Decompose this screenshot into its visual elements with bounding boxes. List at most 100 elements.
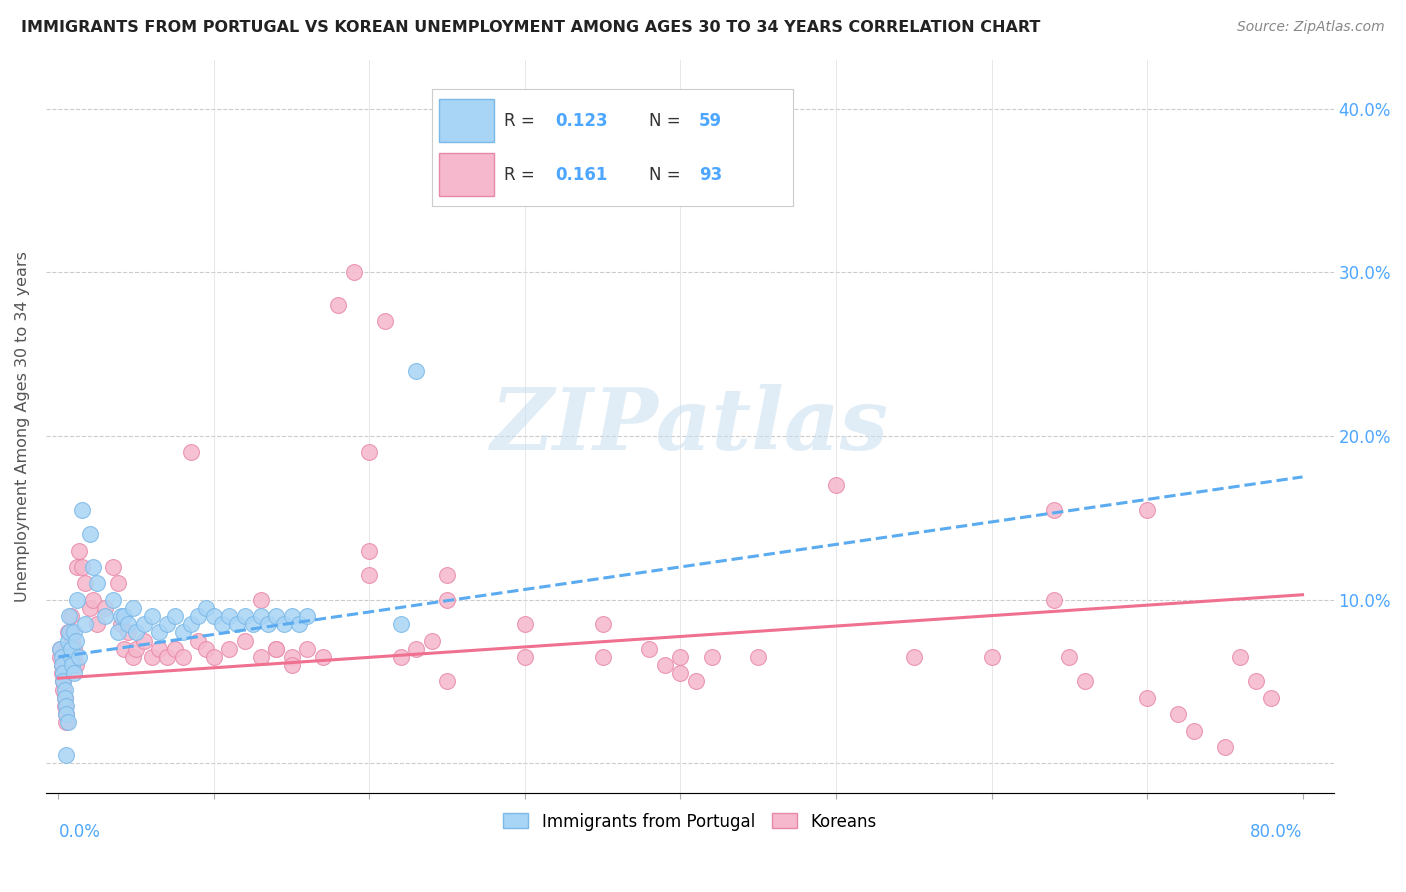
Koreans xyxy=(187,633,209,648)
Immigrants from Portugal xyxy=(86,576,108,591)
Koreans xyxy=(141,649,163,664)
Koreans xyxy=(264,641,287,656)
Koreans xyxy=(389,649,412,664)
Koreans xyxy=(343,265,366,279)
Koreans xyxy=(86,617,108,632)
Immigrants from Portugal xyxy=(195,600,218,615)
Immigrants from Portugal xyxy=(389,617,412,632)
Koreans xyxy=(420,633,443,648)
Koreans xyxy=(669,649,692,664)
Immigrants from Portugal xyxy=(242,617,264,632)
Koreans xyxy=(359,543,381,558)
Immigrants from Portugal xyxy=(107,625,129,640)
Immigrants from Portugal xyxy=(52,666,75,681)
Koreans xyxy=(112,641,135,656)
Koreans xyxy=(1042,592,1064,607)
Koreans xyxy=(312,649,335,664)
Koreans xyxy=(1182,723,1205,738)
Immigrants from Portugal xyxy=(59,649,82,664)
Immigrants from Portugal xyxy=(82,560,104,574)
Immigrants from Portugal xyxy=(101,592,124,607)
Koreans xyxy=(825,478,848,492)
Immigrants from Portugal xyxy=(112,609,135,624)
Koreans xyxy=(49,649,72,664)
Koreans xyxy=(280,658,302,673)
Koreans xyxy=(156,649,179,664)
Koreans xyxy=(218,641,240,656)
Koreans xyxy=(405,641,427,656)
Immigrants from Portugal xyxy=(156,617,179,632)
Immigrants from Portugal xyxy=(56,715,79,730)
Koreans xyxy=(165,641,187,656)
Koreans xyxy=(249,649,271,664)
Immigrants from Portugal xyxy=(257,617,280,632)
Koreans xyxy=(1136,690,1159,705)
Koreans xyxy=(132,633,155,648)
Immigrants from Portugal xyxy=(55,748,77,763)
Immigrants from Portugal xyxy=(58,609,80,624)
Koreans xyxy=(101,560,124,574)
Koreans xyxy=(1074,674,1097,689)
Koreans xyxy=(79,600,101,615)
Koreans xyxy=(359,445,381,459)
Koreans xyxy=(280,649,302,664)
Koreans xyxy=(1229,649,1251,664)
Koreans xyxy=(1057,649,1080,664)
Immigrants from Portugal xyxy=(55,707,77,722)
Koreans xyxy=(513,617,536,632)
Koreans xyxy=(53,699,76,714)
Koreans xyxy=(436,568,458,582)
Koreans xyxy=(513,649,536,664)
Koreans xyxy=(94,600,117,615)
Koreans xyxy=(374,314,396,328)
Immigrants from Portugal xyxy=(53,682,76,697)
Koreans xyxy=(52,674,75,689)
Immigrants from Portugal xyxy=(66,592,89,607)
Koreans xyxy=(56,625,79,640)
Immigrants from Portugal xyxy=(172,625,194,640)
Koreans xyxy=(233,633,256,648)
Koreans xyxy=(51,666,73,681)
Immigrants from Portugal xyxy=(55,699,77,714)
Immigrants from Portugal xyxy=(297,609,319,624)
Koreans xyxy=(747,649,769,664)
Immigrants from Portugal xyxy=(141,609,163,624)
Immigrants from Portugal xyxy=(132,617,155,632)
Immigrants from Portugal xyxy=(49,641,72,656)
Immigrants from Portugal xyxy=(73,617,96,632)
Immigrants from Portugal xyxy=(125,625,148,640)
Text: ZIPatlas: ZIPatlas xyxy=(491,384,889,468)
Koreans xyxy=(249,592,271,607)
Koreans xyxy=(700,649,723,664)
Y-axis label: Unemployment Among Ages 30 to 34 years: Unemployment Among Ages 30 to 34 years xyxy=(15,251,30,601)
Immigrants from Portugal xyxy=(79,527,101,541)
Immigrants from Portugal xyxy=(187,609,209,624)
Koreans xyxy=(592,649,614,664)
Immigrants from Portugal xyxy=(180,617,202,632)
Koreans xyxy=(172,649,194,664)
Koreans xyxy=(59,609,82,624)
Koreans xyxy=(1244,674,1267,689)
Legend: Immigrants from Portugal, Koreans: Immigrants from Portugal, Koreans xyxy=(496,805,883,838)
Koreans xyxy=(51,658,73,673)
Koreans xyxy=(436,674,458,689)
Immigrants from Portugal xyxy=(165,609,187,624)
Koreans xyxy=(264,641,287,656)
Immigrants from Portugal xyxy=(264,609,287,624)
Text: 0.0%: 0.0% xyxy=(59,823,100,841)
Immigrants from Portugal xyxy=(233,609,256,624)
Immigrants from Portugal xyxy=(94,609,117,624)
Koreans xyxy=(59,625,82,640)
Immigrants from Portugal xyxy=(249,609,271,624)
Immigrants from Portugal xyxy=(211,617,233,632)
Immigrants from Portugal xyxy=(110,609,132,624)
Koreans xyxy=(122,649,145,664)
Immigrants from Portugal xyxy=(59,641,82,656)
Koreans xyxy=(63,649,86,664)
Koreans xyxy=(148,641,170,656)
Immigrants from Portugal xyxy=(70,502,93,516)
Koreans xyxy=(55,715,77,730)
Koreans xyxy=(592,617,614,632)
Koreans xyxy=(328,298,350,312)
Immigrants from Portugal xyxy=(280,609,302,624)
